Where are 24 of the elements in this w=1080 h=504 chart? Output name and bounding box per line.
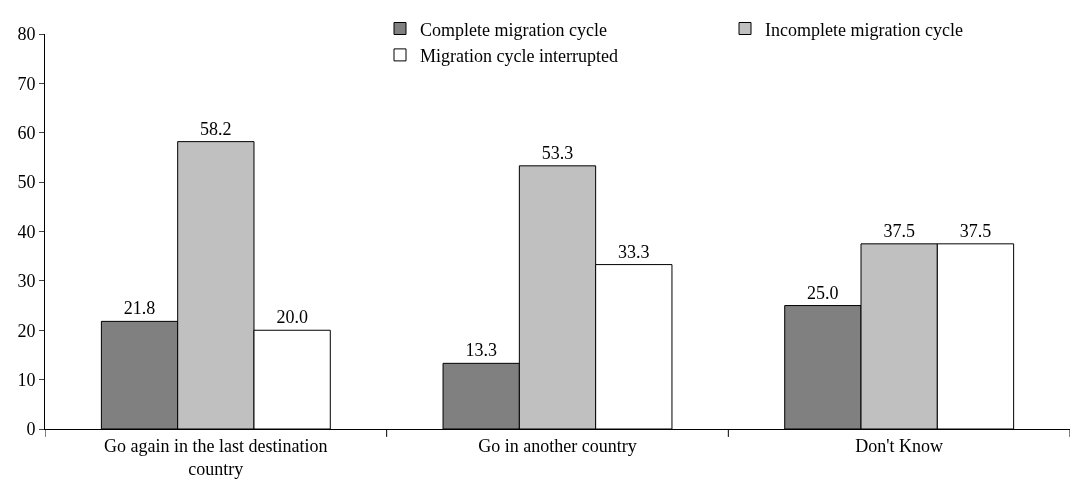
- legend-label: Migration cycle interrupted: [420, 45, 618, 66]
- x-tick-label: Don't Know: [855, 435, 944, 456]
- data-label: 37.5: [883, 220, 915, 241]
- data-label: 25.0: [807, 282, 839, 303]
- x-tick-label: Go again in the last destination country: [104, 435, 328, 479]
- y-tick-label: 70: [17, 73, 36, 94]
- y-tick-label: 0: [26, 419, 36, 440]
- data-label: 37.5: [959, 220, 992, 241]
- data-label: 33.3: [618, 241, 650, 262]
- y-tick-label: 40: [17, 221, 36, 242]
- y-tick-label: 30: [17, 271, 36, 292]
- data-label: 20.0: [276, 307, 308, 328]
- y-tick-label: 80: [17, 24, 36, 45]
- data-label: 58.2: [200, 118, 232, 139]
- data-label: 53.3: [541, 142, 574, 163]
- legend-label: Complete migration cycle: [420, 19, 607, 40]
- y-tick-label: 60: [17, 123, 36, 144]
- y-tick-label: 10: [17, 369, 36, 390]
- data-label: 21.8: [123, 298, 156, 319]
- y-tick-label: 20: [17, 320, 36, 341]
- data-label: 13.3: [465, 340, 497, 361]
- legend-label: Incomplete migration cycle: [765, 19, 963, 40]
- x-tick-label: Go in another country: [478, 435, 637, 456]
- y-tick-label: 50: [17, 172, 36, 193]
